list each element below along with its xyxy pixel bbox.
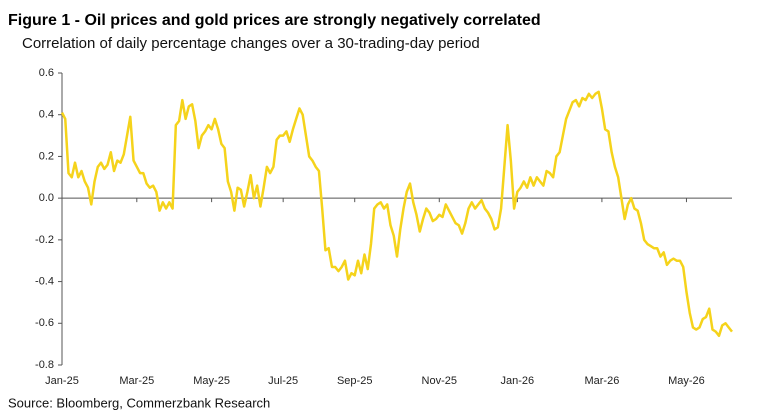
y-tick-label: 0.2 xyxy=(39,150,54,162)
x-tick-label: Mar-26 xyxy=(584,375,619,387)
x-tick-label: Sep-25 xyxy=(337,375,372,387)
x-tick-label: Jan-26 xyxy=(501,375,535,387)
x-tick-label: May-25 xyxy=(193,375,230,387)
x-tick-label: Nov-25 xyxy=(422,375,457,387)
x-tick-label: May-26 xyxy=(668,375,705,387)
y-tick-label: -0.2 xyxy=(35,234,54,246)
x-tick-label: Jul-25 xyxy=(268,375,298,387)
y-tick-label: -0.8 xyxy=(35,359,54,371)
x-tick-label: Mar-25 xyxy=(119,375,154,387)
y-tick-label: -0.6 xyxy=(35,317,54,329)
y-tick-label: 0.6 xyxy=(39,67,54,79)
series-line xyxy=(60,90,733,338)
source-note: Source: Bloomberg, Commerzbank Research xyxy=(8,395,270,410)
x-tick-label: Jan-25 xyxy=(45,375,79,387)
y-tick-label: 0.0 xyxy=(39,192,54,204)
chart-title: Figure 1 - Oil prices and gold prices ar… xyxy=(8,12,541,29)
y-tick-label: 0.4 xyxy=(39,109,54,121)
chart-subtitle: Correlation of daily percentage changes … xyxy=(22,35,480,52)
y-tick-label: -0.4 xyxy=(35,275,54,287)
